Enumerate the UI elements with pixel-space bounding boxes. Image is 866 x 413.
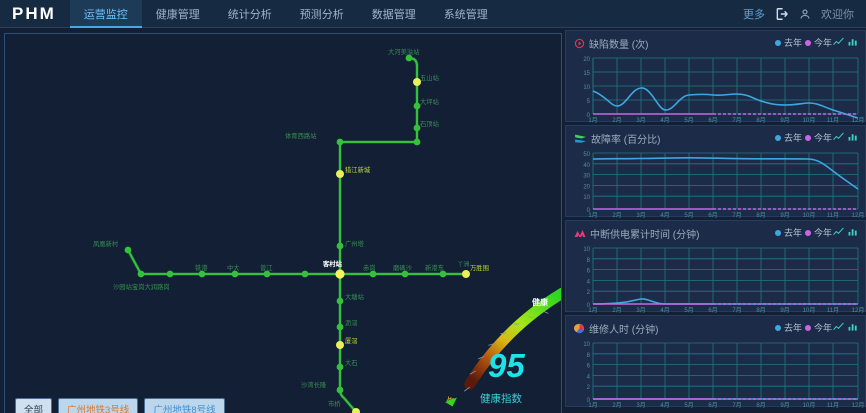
svg-text:12月: 12月 (852, 117, 865, 124)
svg-text:10月: 10月 (803, 117, 816, 124)
svg-text:4: 4 (587, 279, 591, 285)
svg-text:6月: 6月 (708, 307, 717, 314)
svg-text:4月: 4月 (660, 117, 669, 124)
svg-text:铣港: 铣港 (195, 263, 208, 272)
svg-text:20: 20 (583, 184, 590, 190)
svg-text:10月: 10月 (803, 307, 816, 314)
svg-text:大坪站: 大坪站 (420, 97, 440, 106)
svg-text:客村站: 客村站 (323, 259, 343, 268)
svg-text:10: 10 (583, 85, 590, 91)
svg-text:万胜围: 万胜围 (470, 263, 489, 272)
svg-text:50: 50 (583, 152, 590, 158)
svg-text:凤凰新村: 凤凰新村 (93, 239, 119, 248)
svg-text:2: 2 (587, 385, 591, 391)
svg-text:4月: 4月 (660, 402, 669, 409)
svg-text:3月: 3月 (636, 212, 645, 219)
svg-text:7月: 7月 (732, 307, 741, 314)
svg-text:2月: 2月 (612, 307, 621, 314)
svg-text:3月: 3月 (636, 117, 645, 124)
svg-text:5月: 5月 (684, 307, 693, 314)
svg-text:1月: 1月 (588, 402, 597, 409)
svg-text:赤岗: 赤岗 (363, 264, 376, 272)
svg-text:2月: 2月 (612, 117, 621, 124)
svg-text:6月: 6月 (708, 402, 717, 409)
svg-text:5月: 5月 (684, 117, 693, 124)
svg-text:8月: 8月 (756, 117, 765, 124)
svg-text:8月: 8月 (756, 307, 765, 314)
svg-text:沥滘: 沥滘 (345, 318, 358, 327)
svg-text:厦滘: 厦滘 (345, 336, 358, 345)
svg-text:8: 8 (587, 258, 591, 264)
svg-text:9月: 9月 (780, 117, 789, 124)
svg-text:8月: 8月 (756, 402, 765, 409)
svg-text:40: 40 (583, 163, 590, 169)
svg-text:磨碼沙: 磨碼沙 (393, 263, 413, 272)
svg-text:4月: 4月 (660, 212, 669, 219)
svg-text:大石: 大石 (345, 358, 358, 367)
svg-text:体育西路站: 体育西路站 (285, 131, 317, 140)
svg-text:8月: 8月 (756, 212, 765, 219)
svg-text:9月: 9月 (780, 307, 789, 314)
svg-text:10月: 10月 (803, 212, 816, 219)
svg-text:1月: 1月 (588, 307, 597, 314)
svg-text:石顶站: 石顶站 (420, 119, 440, 128)
svg-text:2月: 2月 (612, 402, 621, 409)
svg-text:15: 15 (583, 71, 590, 77)
svg-text:曾江: 曾江 (260, 263, 273, 272)
svg-text:11月: 11月 (827, 212, 839, 219)
svg-text:11月: 11月 (827, 117, 839, 124)
svg-text:市桥: 市桥 (328, 399, 341, 408)
svg-text:10: 10 (583, 342, 590, 348)
svg-text:5月: 5月 (684, 402, 693, 409)
svg-text:6月: 6月 (708, 212, 717, 219)
svg-text:20: 20 (583, 57, 590, 63)
svg-text:10: 10 (583, 247, 590, 253)
svg-text:2月: 2月 (612, 212, 621, 219)
svg-text:12月: 12月 (852, 402, 865, 409)
svg-text:11月: 11月 (827, 307, 839, 314)
svg-text:10月: 10月 (803, 402, 816, 409)
svg-text:1月: 1月 (588, 212, 597, 219)
svg-text:10: 10 (583, 195, 590, 201)
svg-text:新港东: 新港东 (425, 263, 444, 272)
svg-text:4月: 4月 (660, 307, 669, 314)
svg-text:中大: 中大 (227, 263, 240, 272)
svg-text:11月: 11月 (827, 402, 839, 409)
svg-text:6月: 6月 (708, 117, 717, 124)
svg-text:4: 4 (587, 374, 591, 380)
svg-text:7月: 7月 (732, 402, 741, 409)
svg-text:丫洲: 丫洲 (457, 261, 470, 268)
svg-text:猎江新城: 猎江新城 (345, 165, 371, 174)
svg-text:3月: 3月 (636, 402, 645, 409)
svg-text:五山站: 五山站 (420, 73, 440, 82)
svg-text:30: 30 (583, 174, 590, 180)
svg-text:7月: 7月 (732, 212, 741, 219)
svg-text:2: 2 (587, 290, 591, 296)
svg-text:沙湾长隆: 沙湾长隆 (301, 380, 327, 389)
svg-text:5: 5 (587, 99, 591, 105)
svg-text:6: 6 (587, 364, 591, 370)
svg-text:9月: 9月 (780, 402, 789, 409)
svg-text:大河美溢站: 大河美溢站 (388, 47, 420, 56)
svg-text:广州塔: 广州塔 (345, 239, 365, 248)
svg-text:9月: 9月 (780, 212, 789, 219)
svg-text:7月: 7月 (732, 117, 741, 124)
svg-text:大塘站: 大塘站 (345, 292, 365, 301)
svg-text:6: 6 (587, 269, 591, 275)
svg-text:12月: 12月 (852, 307, 865, 314)
svg-text:3月: 3月 (636, 307, 645, 314)
svg-text:8: 8 (587, 353, 591, 359)
svg-text:12月: 12月 (852, 212, 865, 219)
svg-text:沙园站宝岗大润路岗: 沙园站宝岗大润路岗 (113, 282, 170, 291)
svg-text:1月: 1月 (588, 117, 597, 124)
svg-text:5月: 5月 (684, 212, 693, 219)
